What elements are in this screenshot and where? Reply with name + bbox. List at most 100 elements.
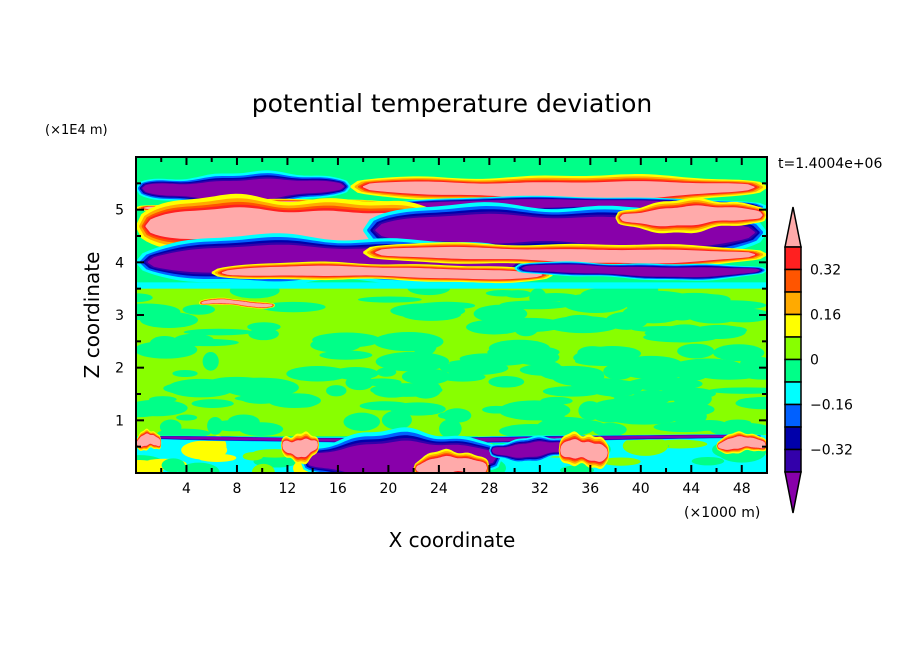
colorbar-swatch <box>784 291 802 316</box>
contour-patch <box>512 346 555 353</box>
contour-feature-15-level-4 <box>282 438 318 458</box>
contour-patch <box>388 384 405 391</box>
contour-patch <box>345 375 374 391</box>
colorbar-swatch <box>784 403 802 428</box>
contour-patch <box>359 401 411 411</box>
colorbar-swatch <box>784 381 802 406</box>
contour-patch <box>191 399 234 408</box>
contour-patch <box>692 300 767 311</box>
contour-patch <box>136 399 188 417</box>
contour-patch <box>252 463 275 473</box>
colorbar-label: 0 <box>810 353 819 369</box>
contour-feature-14-level-4 <box>492 441 575 458</box>
contour-patch <box>163 382 217 395</box>
contour-patch <box>573 349 627 366</box>
x-tick-label: 12 <box>279 481 297 497</box>
contour-patch <box>622 435 669 456</box>
colorbar-swatch <box>784 358 802 383</box>
y-axis-label: Z coordinate <box>80 252 104 379</box>
y-tick-label: 2 <box>115 361 124 377</box>
contour-patch <box>312 332 381 348</box>
contour-patch <box>592 422 627 437</box>
contour-field <box>136 157 767 473</box>
colorbar: 0.32 0.16 0 −0.16 −0.32 <box>784 206 853 514</box>
contour-patch <box>691 456 725 466</box>
colorbar-over-triangle <box>784 206 802 248</box>
contour-patch <box>740 356 767 370</box>
x-tick-label: 24 <box>430 481 448 497</box>
contour-patch <box>553 321 606 330</box>
contour-feature-0-level-4 <box>142 178 345 201</box>
contour-feature-17-level-4 <box>560 439 608 462</box>
contour-patch <box>735 397 767 410</box>
contour-patch <box>601 457 641 466</box>
contour-patch <box>136 293 153 303</box>
colorbar-label: −0.32 <box>810 443 853 459</box>
contour-patch <box>181 440 228 460</box>
contour-patch <box>286 366 349 382</box>
colorbar-swatch <box>784 448 802 473</box>
y-unit-label: (×1E4 m) <box>45 123 108 138</box>
colorbar-label: 0.32 <box>810 263 841 279</box>
contour-patch <box>178 462 220 473</box>
contour-patch <box>177 338 239 347</box>
contour-patch <box>248 327 279 341</box>
contour-patch <box>381 410 412 430</box>
contour-patch <box>643 332 718 343</box>
contour-patch <box>319 350 373 360</box>
colorbar-label: 0.16 <box>810 308 841 324</box>
contour-patch <box>473 304 528 323</box>
time-label: t=1.4004e+06 <box>778 156 882 172</box>
x-tick-label: 16 <box>329 481 347 497</box>
contour-patch <box>708 387 767 394</box>
contour-patch <box>176 414 198 421</box>
colorbar-swatch <box>784 426 802 451</box>
contour-patch <box>357 296 422 303</box>
contour-patch <box>343 412 381 431</box>
contour-patch <box>381 335 401 346</box>
contour-patch <box>513 317 539 337</box>
contour-patch <box>677 343 715 359</box>
contour-patch <box>401 368 451 385</box>
x-tick-label: 4 <box>182 481 191 497</box>
contour-patch <box>159 419 182 435</box>
contour-patch <box>376 367 397 377</box>
contour-patch <box>202 351 219 371</box>
contour-patch <box>375 351 450 372</box>
x-tick-label: 40 <box>632 481 650 497</box>
y-tick-label: 1 <box>115 413 124 429</box>
contour-patch <box>626 377 703 391</box>
contour-patch <box>260 301 326 313</box>
contour-feature-10-level-4 <box>522 264 760 278</box>
x-unit-label: (×1000 m) <box>684 505 760 521</box>
x-tick-label: 48 <box>733 481 751 497</box>
contour-patch <box>667 306 697 321</box>
contour-patch <box>622 303 685 324</box>
contour-patch <box>172 369 198 378</box>
contour-patch <box>439 361 509 376</box>
chart-title: potential temperature deviation <box>252 89 652 118</box>
contour-feature-11-level-4 <box>201 299 273 308</box>
contour-feature-6-level-4 <box>620 205 763 227</box>
x-tick-label: 8 <box>232 481 241 497</box>
x-tick-label: 32 <box>531 481 549 497</box>
contour-patch <box>136 459 164 473</box>
colorbar-swatch <box>784 246 802 271</box>
colorbar-swatch <box>784 336 802 361</box>
contour-patch <box>207 376 266 389</box>
contour-patch <box>439 372 486 382</box>
colorbar-label: −0.16 <box>810 398 853 414</box>
contour-patch <box>242 452 264 461</box>
contour-feature-16-level-4 <box>415 455 488 473</box>
y-tick-label: 4 <box>115 255 124 271</box>
contour-patch <box>539 414 567 423</box>
contour-feature-18-level-4 <box>718 436 766 450</box>
contour-patch <box>326 385 347 397</box>
contour-patch <box>720 326 748 335</box>
x-tick-label: 20 <box>379 481 397 497</box>
x-tick-label: 28 <box>480 481 498 497</box>
contour-feature-8-level-4 <box>375 246 755 264</box>
contour-patch <box>485 290 521 297</box>
